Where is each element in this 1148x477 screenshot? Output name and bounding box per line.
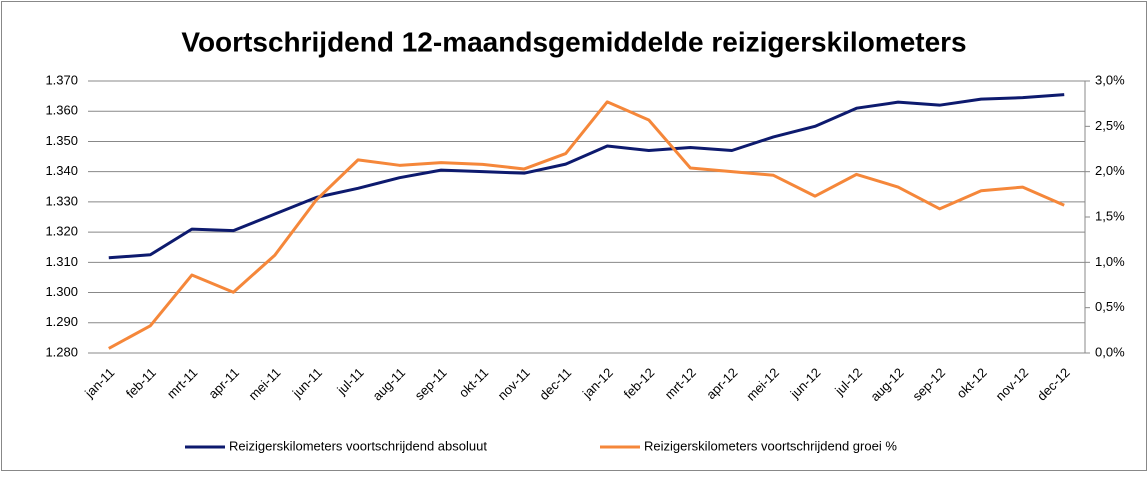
y-tick-label: 1.340 xyxy=(45,163,78,178)
chart-title: Voortschrijdend 12-maandsgemiddelde reiz… xyxy=(181,26,966,57)
legend-label: Reizigerskilometers voortschrijdend groe… xyxy=(644,438,897,453)
legend-label: Reizigerskilometers voortschrijdend abso… xyxy=(229,438,487,453)
y-tick-label: 1.280 xyxy=(45,344,78,359)
y2-tick-label: 2,0% xyxy=(1095,163,1125,178)
y2-tick-label: 1,5% xyxy=(1095,208,1125,223)
y-tick-label: 1.320 xyxy=(45,224,78,239)
y2-tick-label: 0,5% xyxy=(1095,299,1125,314)
y-tick-label: 1.290 xyxy=(45,314,78,329)
y-tick-label: 1.310 xyxy=(45,254,78,269)
series-line xyxy=(108,93,1065,260)
y-tick-label: 1.350 xyxy=(45,133,78,148)
y2-tick-label: 2,5% xyxy=(1095,118,1125,133)
y-tick-label: 1.330 xyxy=(45,193,78,208)
y2-tick-label: 1,0% xyxy=(1095,254,1125,269)
y-tick-label: 1.370 xyxy=(45,72,78,87)
y-tick-label: 1.360 xyxy=(45,103,78,118)
series-line xyxy=(108,100,1065,350)
y2-tick-label: 0,0% xyxy=(1095,344,1125,359)
y-tick-label: 1.300 xyxy=(45,284,78,299)
y2-tick-label: 3,0% xyxy=(1095,72,1125,87)
